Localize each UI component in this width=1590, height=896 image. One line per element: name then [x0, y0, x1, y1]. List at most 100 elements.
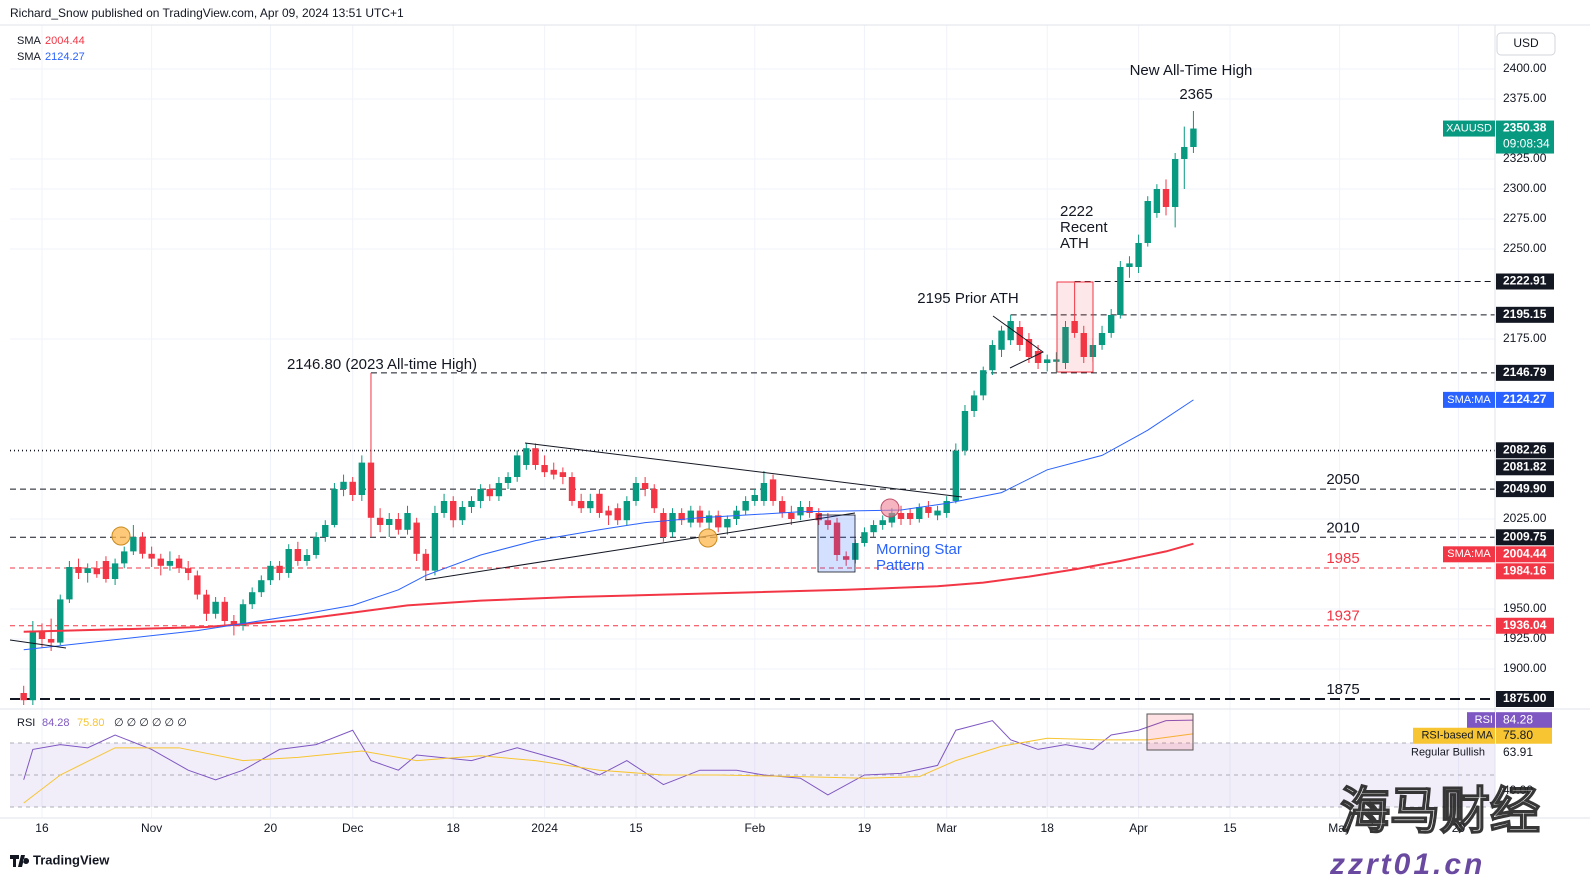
- candle-body: [888, 513, 896, 523]
- axis-tag: [1443, 120, 1495, 137]
- candle-body: [340, 481, 347, 489]
- candle-body: [248, 592, 256, 605]
- candle-body: [386, 519, 393, 525]
- candle-body: [75, 567, 82, 573]
- y-tick-label: 2325.00: [1503, 151, 1547, 165]
- y-tick-label: 2025.00: [1503, 511, 1547, 525]
- candle-body: [486, 489, 493, 497]
- candle-body: [523, 448, 530, 465]
- candle-body: [779, 501, 786, 513]
- y-tick-label: 1900.00: [1503, 661, 1547, 675]
- candle-body: [1144, 201, 1151, 243]
- price-label-box: [1496, 691, 1554, 707]
- candle-body: [1181, 147, 1188, 159]
- x-tick-label: Dec: [342, 821, 363, 835]
- price-label: 2222.91: [1503, 274, 1547, 288]
- candle-body: [358, 462, 366, 495]
- candle-body: [1044, 359, 1051, 363]
- axis-tag: [1443, 391, 1495, 408]
- price-label-box: [1496, 481, 1554, 498]
- x-tick-label: 2024: [531, 821, 558, 835]
- axis-tag-text: SMA:MA: [1447, 548, 1491, 560]
- x-tick-label: Nov: [141, 821, 162, 835]
- y-tick-label: 2175.00: [1503, 331, 1547, 345]
- y-tick-label: 2375.00: [1503, 91, 1547, 105]
- candle-body: [641, 483, 649, 489]
- candle-body: [1162, 189, 1170, 207]
- candle-body: [1107, 315, 1115, 333]
- watermark: zzrt01.cn: [1329, 848, 1485, 881]
- candle-body: [276, 565, 283, 573]
- x-tick-label: 18: [447, 821, 461, 835]
- rsi-band: [10, 743, 1495, 807]
- candle-body: [550, 469, 557, 475]
- candle-body: [916, 507, 923, 519]
- candle-body: [815, 513, 822, 521]
- x-tick-label: 16: [35, 821, 49, 835]
- x-tick-label: 15: [629, 821, 643, 835]
- candle-body: [93, 568, 101, 575]
- sma-line: [23, 542, 1194, 633]
- candle-body: [1025, 339, 1033, 357]
- axis-tag-text: XAUUSD: [1446, 122, 1492, 134]
- candle-body: [422, 553, 429, 571]
- trendline: [524, 442, 963, 498]
- annotation: Pattern: [876, 557, 924, 574]
- price-label: 2004.44: [1503, 546, 1547, 560]
- candle-body: [678, 513, 685, 521]
- divergence-label: Regular Bullish: [1411, 747, 1485, 759]
- candle-body: [139, 537, 146, 554]
- candle-body: [84, 568, 91, 573]
- trendline: [9, 639, 67, 649]
- candle-body: [614, 508, 621, 521]
- axis-tag-text: SMA:MA: [1447, 394, 1491, 406]
- candle-body: [806, 507, 813, 513]
- axis-value-box: [1496, 712, 1552, 729]
- candle-body: [1007, 321, 1014, 341]
- candle-body: [577, 501, 585, 509]
- candle-body: [194, 575, 201, 595]
- candle-body: [989, 345, 996, 371]
- x-tick-label: 20: [1452, 821, 1466, 835]
- candle-body: [797, 507, 804, 516]
- candle-body: [20, 693, 27, 701]
- legend-value: 2004.44: [45, 35, 85, 47]
- axis-tag-text: RSI: [1475, 714, 1493, 726]
- candle-body: [230, 621, 238, 626]
- candle-body: [943, 501, 950, 513]
- candle-body: [166, 561, 174, 566]
- candle-body: [715, 515, 722, 528]
- candle-body: [285, 549, 292, 573]
- candle-body: [651, 489, 658, 509]
- candle-body: [130, 537, 137, 552]
- rsi-legend-value: 75.80: [77, 717, 105, 729]
- annotation: 2195 Prior ATH: [917, 290, 1018, 307]
- price-label-box: [1496, 306, 1554, 323]
- candle-body: [879, 520, 886, 525]
- candle-body: [459, 507, 466, 521]
- candle-body: [696, 510, 704, 523]
- axis-tag: [1467, 712, 1495, 729]
- candle-body: [121, 551, 128, 564]
- currency-box[interactable]: [1496, 32, 1556, 56]
- candle-body: [687, 510, 695, 523]
- sma-line: [23, 399, 1194, 651]
- marker: [880, 498, 900, 518]
- candle-body: [1071, 321, 1078, 333]
- candle-body: [705, 515, 713, 523]
- rsi-legend-value: 84.28: [42, 717, 70, 729]
- candle-body: [724, 519, 731, 528]
- currency: USD: [1513, 36, 1539, 50]
- candle-body: [1053, 359, 1060, 362]
- x-tick-label: 19: [858, 821, 872, 835]
- level-note: 1937: [1326, 608, 1359, 625]
- price-label: 2049.90: [1503, 481, 1547, 495]
- candle-body: [477, 489, 484, 501]
- axis-value-box: [1496, 727, 1552, 744]
- candle-body: [1190, 128, 1197, 147]
- candle-body: [952, 450, 960, 501]
- axis-value: 84.28: [1503, 712, 1533, 726]
- candle-body: [1062, 327, 1069, 363]
- annotation: 2365: [1179, 86, 1212, 103]
